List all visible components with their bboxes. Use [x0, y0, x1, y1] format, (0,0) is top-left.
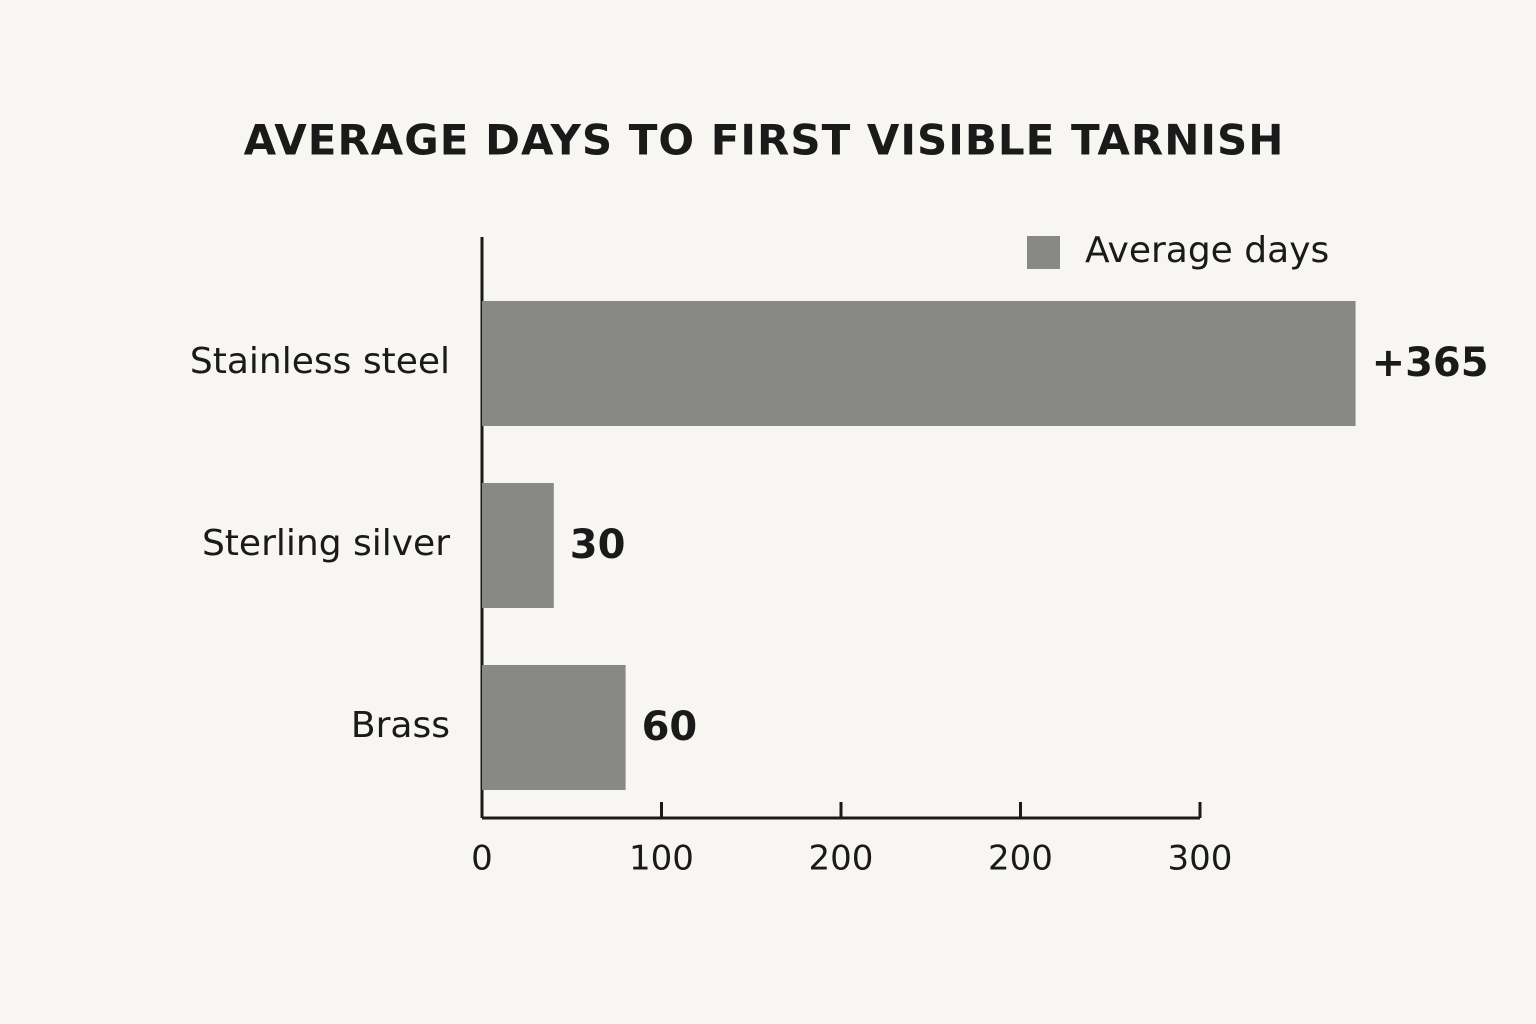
y-tick-label: Stainless steel: [190, 341, 450, 382]
value-label: +365: [1372, 340, 1489, 386]
bar: [482, 301, 1356, 426]
x-tick-label: 0: [471, 839, 493, 879]
value-label: 30: [570, 522, 626, 568]
y-tick-label: Sterling silver: [202, 523, 450, 564]
legend-swatch: [1027, 236, 1060, 269]
bar: [482, 483, 554, 608]
x-tick-label: 200: [988, 839, 1053, 879]
x-tick-label: 100: [629, 839, 694, 879]
chart-title: AVERAGE DAYS TO FIRST VISIBLE TARNISH: [244, 116, 1285, 165]
x-tick-label: 200: [809, 839, 874, 879]
value-label: 60: [642, 704, 698, 750]
y-tick-label: Brass: [351, 705, 450, 746]
legend-label: Average days: [1085, 230, 1329, 271]
bar: [482, 665, 626, 790]
x-tick-label: 300: [1168, 839, 1233, 879]
